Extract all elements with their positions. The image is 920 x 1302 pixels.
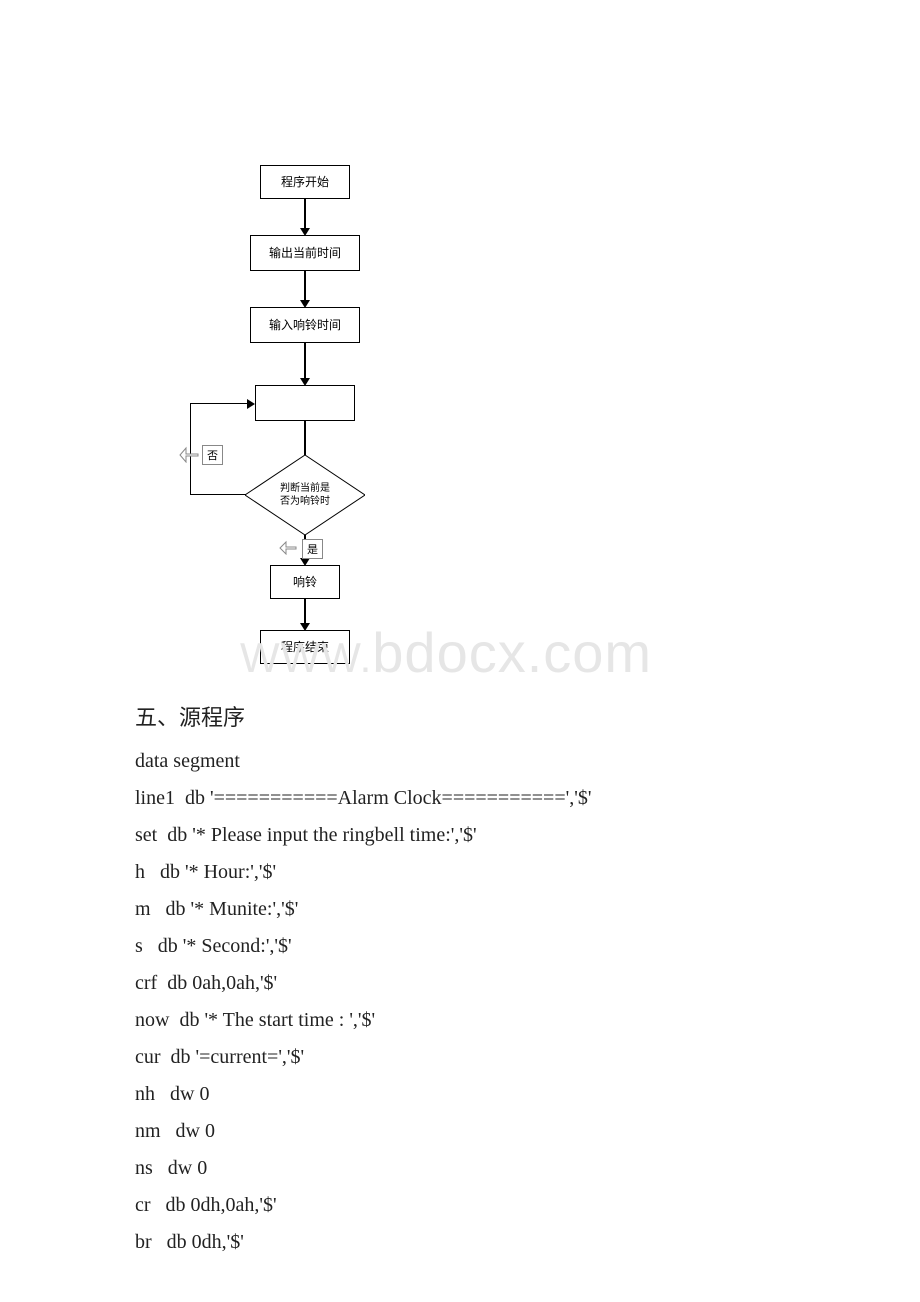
code-line: cr db 0dh,0ah,'$' [135, 1194, 785, 1217]
document-content: 五、源程序 data segment line1 db '===========… [135, 700, 785, 1268]
label-no: 否 [202, 445, 223, 465]
label-yes-group [278, 539, 304, 560]
code-line: cur db '=current=','$' [135, 1046, 785, 1069]
code-line: crf db 0ah,0ah,'$' [135, 972, 785, 995]
code-line: data segment [135, 750, 785, 773]
flow-line [190, 403, 249, 404]
section-heading: 五、源程序 [135, 700, 785, 732]
watermark-text: WWW.bdocx.com [240, 620, 652, 685]
flow-line [190, 494, 246, 495]
node-label: 输出当前时间 [269, 246, 341, 260]
flow-node-output-time: 输出当前时间 [250, 235, 360, 271]
node-label: 程序开始 [281, 175, 329, 189]
code-line: set db '* Please input the ringbell time… [135, 824, 785, 847]
node-label: 判断当前是 否为响铃时 [280, 482, 330, 508]
node-label: 输入响铃时间 [269, 318, 341, 332]
node-label: 响铃 [293, 575, 317, 589]
code-line: nm dw 0 [135, 1120, 785, 1143]
label-yes: 是 [302, 539, 323, 559]
flow-node-input-ring: 输入响铃时间 [250, 307, 360, 343]
flow-arrow [304, 343, 306, 379]
code-line: now db '* The start time : ','$' [135, 1009, 785, 1032]
code-line: ns dw 0 [135, 1157, 785, 1180]
flow-node-start: 程序开始 [260, 165, 350, 199]
code-line: s db '* Second:','$' [135, 935, 785, 958]
code-line: nh dw 0 [135, 1083, 785, 1106]
flowchart-diagram: 程序开始 输出当前时间 输入响铃时间 判断当前是 否为响铃时 [160, 155, 460, 675]
code-line: br db 0dh,'$' [135, 1231, 785, 1254]
flow-node-decision: 判断当前是 否为响铃时 [245, 455, 365, 535]
flow-arrowhead [247, 399, 255, 409]
code-line: m db '* Munite:','$' [135, 898, 785, 921]
code-line: line1 db '===========Alarm Clock========… [135, 787, 785, 810]
flow-arrow [304, 199, 306, 229]
code-line: h db '* Hour:','$' [135, 861, 785, 884]
flow-node-empty [255, 385, 355, 421]
flow-arrow [304, 271, 306, 301]
flow-node-ring: 响铃 [270, 565, 340, 599]
